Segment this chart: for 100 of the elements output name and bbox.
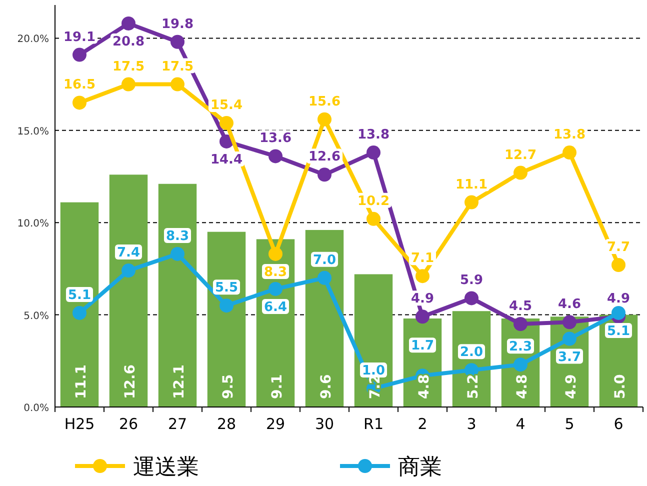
data-label: 12.7: [504, 148, 537, 163]
data-label: 13.6: [259, 131, 292, 146]
x-tick-label: 28: [216, 415, 236, 433]
data-label: 9.1: [270, 374, 286, 399]
data-label: 7.0: [312, 252, 336, 268]
point: [514, 317, 528, 332]
point: [122, 264, 136, 278]
point: [318, 112, 332, 126]
x-tick-label: 6: [614, 415, 624, 433]
data-label: 11.1: [74, 364, 90, 399]
data-label: 10.2: [357, 194, 390, 209]
data-label: 8.3: [264, 264, 288, 280]
data-label: 5.2: [466, 374, 482, 399]
point: [72, 48, 86, 62]
data-label: 16.5: [63, 78, 96, 93]
x-tick-label: 26: [118, 415, 138, 433]
data-label: 7.4: [116, 246, 140, 261]
data-label: 5.0: [612, 374, 628, 399]
point: [562, 332, 576, 346]
point: [72, 306, 86, 320]
point: [170, 246, 184, 261]
data-label: 5.9: [460, 273, 484, 288]
x-tick-label: 2: [418, 415, 428, 433]
point: [318, 168, 332, 182]
data-label: 12.6: [122, 364, 138, 399]
x-tick-label: 4: [516, 415, 526, 433]
legend-label: 運送業: [133, 455, 199, 480]
data-label: 9.6: [318, 374, 334, 399]
point: [268, 246, 282, 261]
data-label: 5.1: [68, 288, 92, 303]
data-label: 2.3: [508, 340, 532, 355]
data-label: 4.6: [558, 297, 582, 312]
data-label: 14.4: [210, 152, 243, 168]
data-label: 5.5: [214, 280, 238, 296]
point: [514, 358, 528, 372]
point: [464, 195, 478, 210]
data-label: 17.5: [161, 59, 194, 74]
data-label: 11.1: [455, 177, 488, 192]
legend-label: 商業: [398, 455, 442, 480]
point: [562, 315, 576, 330]
data-label: 12.6: [308, 150, 341, 165]
bar: [158, 184, 197, 407]
point: [170, 77, 184, 92]
data-label: 4.8: [514, 374, 530, 399]
data-label: 13.8: [553, 128, 586, 143]
x-tick-label: R1: [364, 415, 384, 433]
data-label: 15.4: [210, 98, 243, 114]
y-tick-label: 10.0%: [17, 218, 49, 230]
data-label: 4.5: [508, 299, 532, 314]
point: [220, 116, 234, 130]
point: [612, 306, 626, 320]
point: [416, 269, 430, 284]
data-label: 6.4: [264, 300, 288, 315]
data-label: 20.8: [112, 34, 145, 50]
y-tick-label: 15.0%: [17, 126, 49, 138]
data-label: 2.0: [460, 345, 484, 360]
point: [612, 258, 626, 272]
data-label: 7.1: [410, 251, 434, 266]
x-tick-label: 29: [266, 415, 286, 433]
bar: [109, 174, 148, 407]
y-tick-label: 5.0%: [24, 310, 49, 322]
bar: [60, 202, 99, 407]
x-tick-label: H25: [64, 415, 95, 433]
x-tick-label: 3: [466, 415, 476, 433]
data-label: 17.5: [112, 59, 145, 74]
data-label: 1.0: [362, 364, 386, 379]
x-tick-label: 5: [564, 415, 574, 433]
data-label: 8.3: [166, 228, 190, 244]
data-label: 5.1: [606, 324, 630, 339]
data-label: 4.9: [564, 374, 580, 399]
point: [220, 298, 234, 313]
point: [122, 77, 136, 92]
point: [562, 146, 576, 160]
point: [268, 282, 282, 296]
point: [268, 149, 282, 164]
point: [464, 291, 478, 306]
point: [416, 310, 430, 324]
data-label: 19.1: [63, 30, 96, 45]
data-label: 13.8: [357, 128, 390, 143]
point: [366, 146, 380, 160]
data-label: 4.9: [606, 292, 630, 307]
data-label: 12.1: [172, 364, 188, 399]
x-tick-label: 27: [168, 415, 188, 433]
point: [170, 34, 184, 49]
data-label: 1.7: [410, 338, 434, 354]
point: [514, 166, 528, 180]
point: [72, 96, 86, 110]
data-label: 19.8: [161, 16, 194, 32]
y-tick-label: 20.0%: [17, 34, 49, 46]
data-label: 4.9: [410, 292, 434, 307]
data-label: 7.7: [606, 240, 630, 256]
y-tick-label: 0.0%: [24, 403, 49, 414]
x-tick-label: 30: [314, 415, 334, 433]
data-label: 3.7: [558, 350, 582, 365]
data-label: 9.5: [220, 374, 236, 399]
data-label: 4.8: [416, 374, 432, 399]
data-label: 15.6: [308, 94, 341, 110]
point: [318, 270, 332, 285]
point: [366, 212, 380, 226]
point: [122, 16, 136, 30]
